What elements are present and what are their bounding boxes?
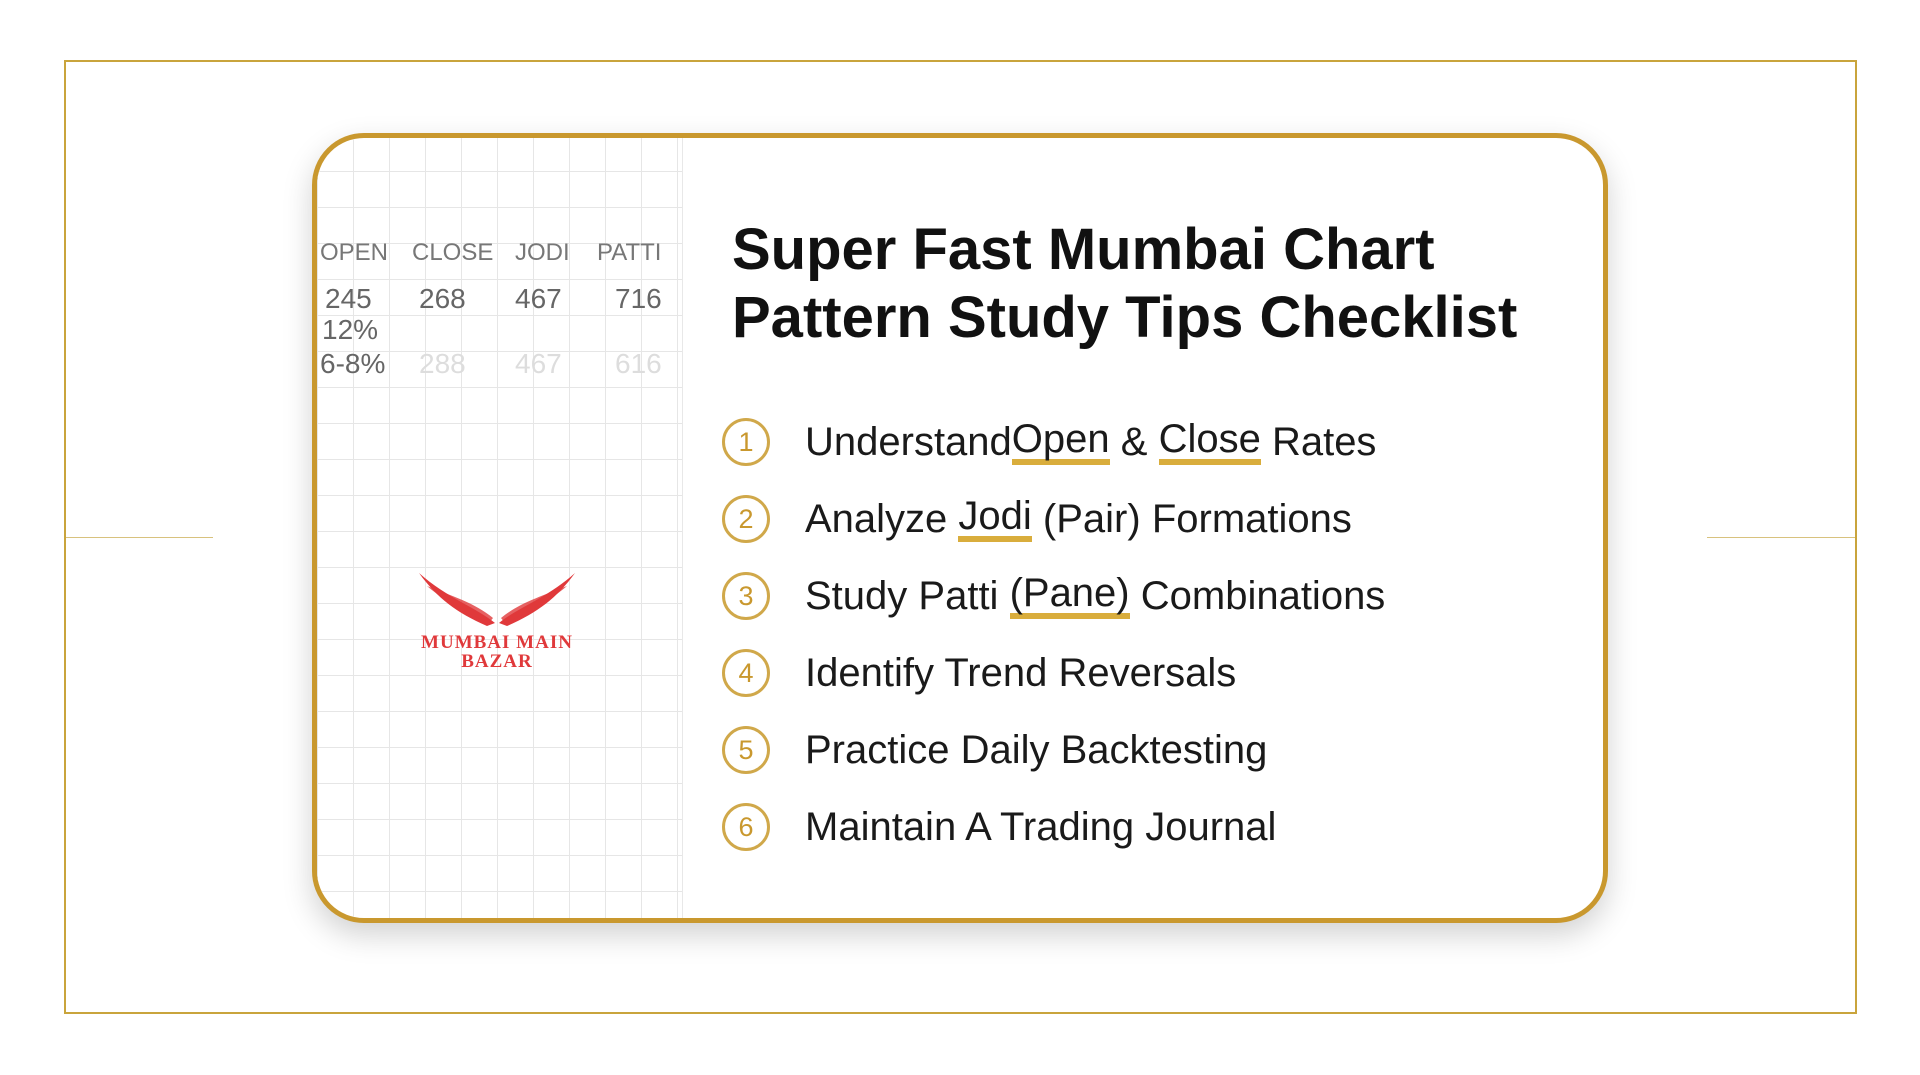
wings-icon: [419, 573, 575, 626]
table-header-open: OPEN: [320, 239, 389, 266]
item-text: Rates: [1260, 419, 1377, 464]
number-1-icon: 1: [722, 418, 770, 466]
checklist-item-3: 3 Study Patti (Pane) Combinations: [722, 572, 1385, 620]
title-line1: Super Fast Mumbai Chart: [732, 217, 1435, 282]
item-text: (Pair) Formations: [1031, 496, 1352, 541]
checklist-item-5: 5 Practice Daily Backtesting: [722, 726, 1267, 774]
number-5-icon: 5: [722, 726, 770, 774]
number-6-icon: 6: [722, 803, 770, 851]
table-cell: 616: [615, 348, 662, 379]
checklist-item-2: 2 Analyze Jodi (Pair) Formations: [722, 495, 1352, 543]
item-highlight: Open: [1011, 419, 1110, 465]
logo-text-line1: MUMBAI MAIN: [421, 632, 573, 653]
item-text: Understand: [805, 419, 1012, 464]
checklist-card: OPEN CLOSE JODI PATTI 245 268 467 716 12…: [312, 133, 1608, 923]
item-highlight: (Pane): [1009, 573, 1130, 619]
table-cell: 268: [419, 283, 466, 314]
table-cell: 467: [515, 348, 562, 379]
checklist-item-1: 1 Understand Open & Close Rates: [722, 418, 1376, 466]
item-highlight: Close: [1158, 419, 1261, 465]
number-2-icon: 2: [722, 495, 770, 543]
table-cell: 467: [515, 283, 562, 314]
item-text: Practice Daily Backtesting: [805, 727, 1268, 772]
item-text: &: [1109, 419, 1159, 464]
number-3-icon: 3: [722, 572, 770, 620]
table-cell: 288: [419, 348, 466, 379]
table-cell: 245: [325, 283, 372, 314]
table-cell: 6-8%: [320, 348, 386, 379]
table-cell: 716: [615, 283, 662, 314]
page-title: Super Fast Mumbai Chart Pattern Study Ti…: [732, 216, 1517, 352]
divider-right: [1707, 537, 1855, 538]
chart-grid-background: OPEN CLOSE JODI PATTI 245 268 467 716 12…: [317, 138, 683, 918]
number-4-icon: 4: [722, 649, 770, 697]
outer-frame: [64, 60, 1857, 1014]
checklist-item-6: 6 Maintain A Trading Journal: [722, 803, 1276, 851]
item-text: Identify Trend Reversals: [805, 650, 1237, 695]
divider-left: [66, 537, 213, 538]
item-highlight: Jodi: [958, 496, 1032, 542]
table-header-jodi: JODI: [515, 239, 570, 266]
logo-text-line2: BAZAR: [461, 651, 533, 672]
item-text: Combinations: [1129, 573, 1386, 618]
item-text: Maintain A Trading Journal: [805, 804, 1277, 849]
title-line2: Pattern Study Tips Checklist: [732, 285, 1518, 350]
table-header-patti: PATTI: [597, 239, 662, 266]
mumbai-main-bazar-logo: MUMBAI MAIN BAZAR: [417, 568, 577, 671]
table-header-close: CLOSE: [412, 239, 494, 266]
item-text: Study Patti: [805, 573, 1010, 618]
table-cell: 12%: [322, 314, 379, 345]
checklist-item-4: 4 Identify Trend Reversals: [722, 649, 1236, 697]
item-text: Analyze: [805, 496, 959, 541]
